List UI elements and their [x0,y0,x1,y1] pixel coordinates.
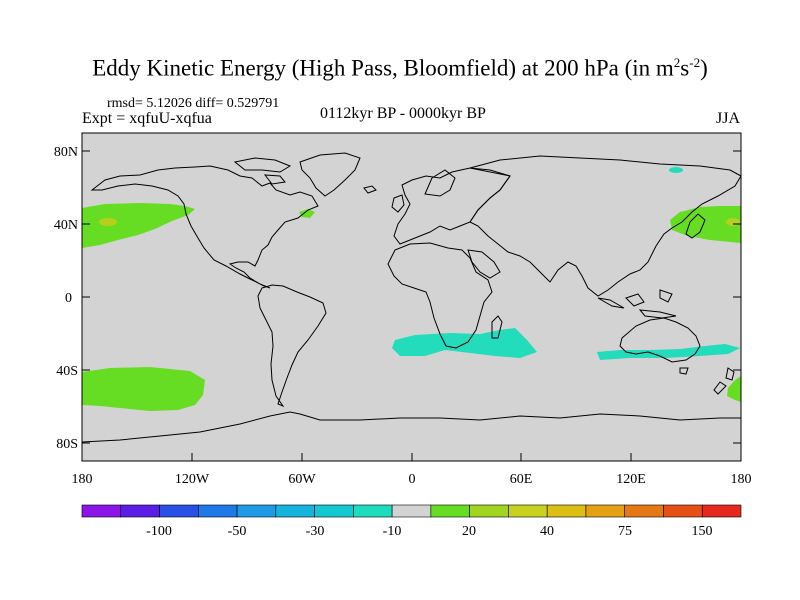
lon-label-60w: 60W [288,472,316,487]
colorbar-swatch-5 [275,504,315,518]
colorbar-swatch-7 [353,504,393,518]
positive-high-north-pacific-east [99,218,117,226]
lon-label-120w: 120W [175,472,210,487]
map-background [82,133,741,461]
negative-anomaly-south-africa [392,328,537,358]
lon-label-180-right: 180 [731,472,752,487]
rmsd-diff-stats: rmsd= 5.12026 diff= 0.529791 [107,96,280,111]
lon-label-60e: 60E [510,472,533,487]
colorbar-swatch-14 [624,504,664,518]
colorbar-swatch-11 [508,504,548,518]
lat-label-40s: 40S [56,364,78,379]
colorbar-label-minus100: -100 [146,524,172,539]
lon-label-0: 0 [409,472,416,487]
colorbar-label-minus30: -30 [306,524,325,539]
colorbar-swatch-6 [314,504,354,518]
positive-anomaly-south-pacific [82,367,205,411]
negative-anomaly-arctic [669,167,683,173]
lat-label-80s: 80S [56,437,78,452]
positive-anomaly-north-pacific-west [670,206,741,243]
colorbar-swatch-2 [159,504,199,518]
negative-anomaly-south-australia [597,344,740,360]
colorbar-swatch-12 [546,504,587,518]
lat-label-40n: 40N [54,218,78,233]
period-label: 0112kyr BP - 0000kyr BP [320,105,486,122]
colorbar-labels: -100 -50 -30 -10 20 40 75 150 [146,524,712,539]
colorbar-swatch-9 [430,504,470,518]
colorbar-label-40: 40 [540,524,554,539]
colorbar-swatch-16 [701,504,742,518]
positive-anomaly-north-pacific-east [82,203,195,248]
colorbar-swatch-15 [663,504,703,518]
colorbar-swatch-0 [81,504,122,518]
colorbar-swatch-13 [585,504,626,518]
positive-anomaly-new-zealand [727,376,741,402]
colorbar [81,504,742,518]
colorbar-swatch-4 [236,504,277,518]
colorbar-label-75: 75 [618,524,632,539]
positive-high-north-pacific-west [726,218,740,226]
axis-ticks [81,150,742,461]
colorbar-label-150: 150 [692,524,713,539]
season-label: JJA [716,110,741,127]
lon-label-180-left: 180 [72,472,93,487]
lon-label-120e: 120E [616,472,646,487]
coastlines [82,152,741,443]
colorbar-label-minus50: -50 [228,524,247,539]
plot-title: Eddy Kinetic Energy (High Pass, Bloomfie… [92,55,708,81]
colorbar-swatch-1 [120,504,160,518]
lat-label-0: 0 [65,291,72,306]
colorbar-label-minus10: -10 [383,524,402,539]
colorbar-swatch-8 [391,504,432,518]
experiment-label: Expt = xqfuU-xqfua [82,110,212,127]
positive-anomaly-newfoundland [299,209,315,218]
colorbar-label-20: 20 [462,524,476,539]
colorbar-swatch-3 [197,504,238,518]
colorbar-swatch-10 [469,504,509,518]
lat-label-80n: 80N [54,145,78,160]
